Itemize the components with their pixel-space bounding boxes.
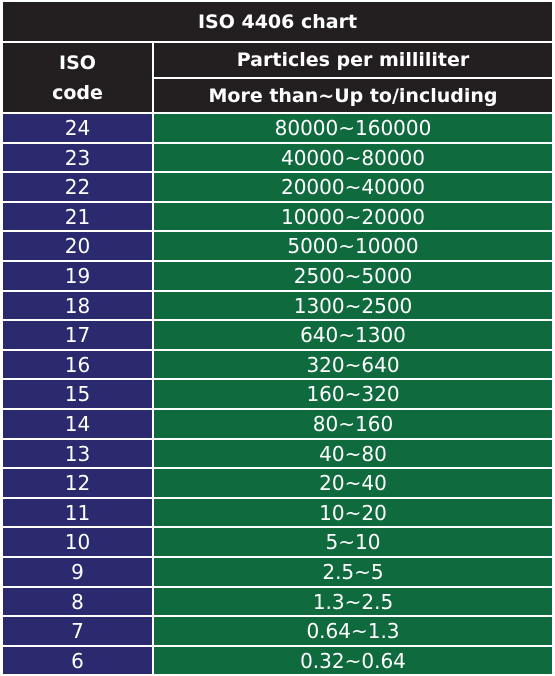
iso-code-cell: 17 xyxy=(3,321,152,349)
particle-range-cell: 20~40 xyxy=(154,469,552,497)
iso-code-header-line2: code xyxy=(52,81,103,104)
iso-code-cell: 12 xyxy=(3,469,152,497)
particle-range-cell: 0.64~1.3 xyxy=(154,617,552,645)
iso-code-cell: 7 xyxy=(3,617,152,645)
iso-code-cell: 13 xyxy=(3,440,152,467)
iso-code-cell: 15 xyxy=(3,380,152,408)
particle-range-cell: 40~80 xyxy=(154,440,552,467)
iso-code-header-line1: ISO xyxy=(59,51,96,74)
particle-range-cell: 2500~5000 xyxy=(154,262,552,290)
particle-range-cell: 80000~160000 xyxy=(154,114,552,142)
particle-range-cell: 5000~10000 xyxy=(154,232,552,260)
particle-range-cell: 40000~80000 xyxy=(154,144,552,171)
iso-code-cell: 21 xyxy=(3,203,152,230)
particle-range-cell: 2.5~5 xyxy=(154,558,552,586)
iso-code-cell: 14 xyxy=(3,410,152,438)
particle-range-cell: 80~160 xyxy=(154,410,552,438)
iso-code-cell: 10 xyxy=(3,528,152,556)
iso-code-cell: 11 xyxy=(3,499,152,526)
iso-4406-chart: ISO 4406 chart ISO code Particles per mi… xyxy=(3,2,552,674)
particle-range-cell: 160~320 xyxy=(154,380,552,408)
particles-header: Particles per milliliter xyxy=(154,43,552,77)
particle-range-cell: 1.3~2.5 xyxy=(154,588,552,615)
particle-range-cell: 320~640 xyxy=(154,351,552,378)
iso-code-cell: 23 xyxy=(3,144,152,171)
chart-title: ISO 4406 chart xyxy=(3,2,552,41)
iso-code-cell: 9 xyxy=(3,558,152,586)
particle-range-cell: 0.32~0.64 xyxy=(154,647,552,674)
particle-range-cell: 5~10 xyxy=(154,528,552,556)
particle-range-cell: 20000~40000 xyxy=(154,173,552,201)
iso-code-cell: 22 xyxy=(3,173,152,201)
iso-code-cell: 8 xyxy=(3,588,152,615)
iso-code-cell: 20 xyxy=(3,232,152,260)
range-header: More than~Up to/including xyxy=(154,79,552,112)
iso-code-cell: 19 xyxy=(3,262,152,290)
iso-code-cell: 16 xyxy=(3,351,152,378)
iso-code-cell: 6 xyxy=(3,647,152,674)
particle-range-cell: 1300~2500 xyxy=(154,292,552,319)
iso-code-header: ISO code xyxy=(3,43,152,112)
particle-range-cell: 10~20 xyxy=(154,499,552,526)
iso-code-cell: 18 xyxy=(3,292,152,319)
particle-range-cell: 10000~20000 xyxy=(154,203,552,230)
iso-code-cell: 24 xyxy=(3,114,152,142)
particle-range-cell: 640~1300 xyxy=(154,321,552,349)
